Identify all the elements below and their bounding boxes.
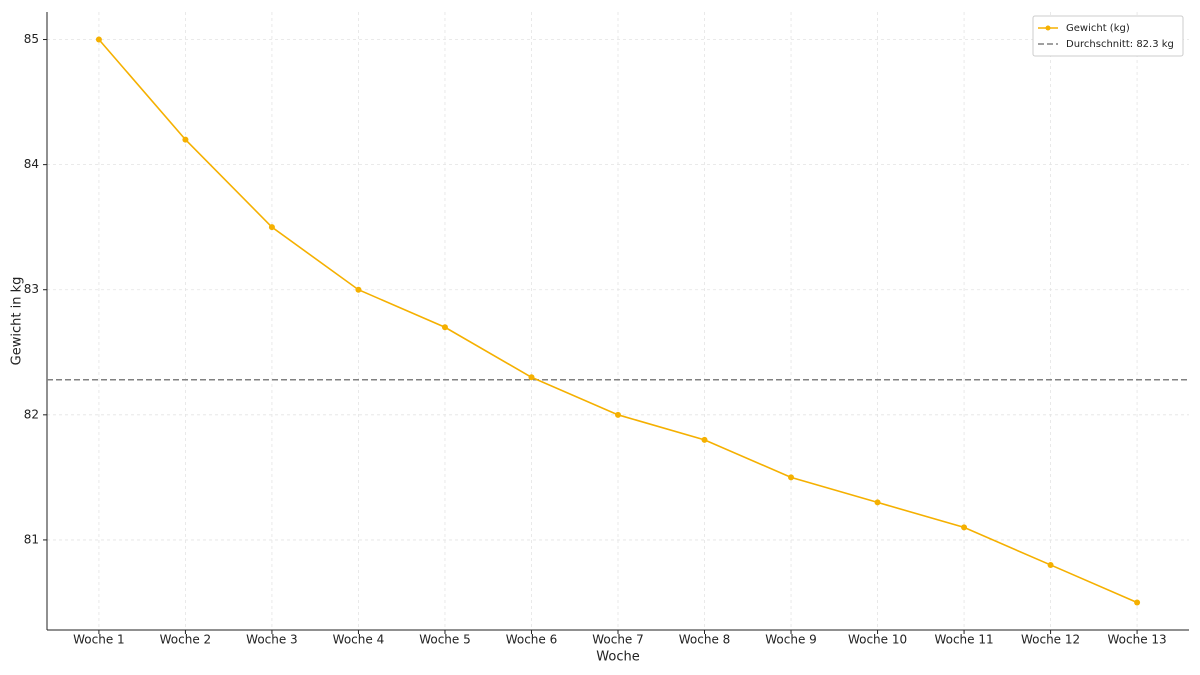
y-tick-label: 82 (24, 407, 39, 421)
y-tick-label: 81 (24, 532, 39, 546)
x-tick-label: Woche 1 (73, 633, 125, 647)
y-tick-label: 85 (24, 32, 39, 46)
x-tick-label: Woche 8 (679, 633, 731, 647)
x-tick-label: Woche 10 (848, 633, 907, 647)
data-point (874, 499, 881, 506)
y-tick-label: 83 (24, 282, 39, 296)
data-point (528, 374, 535, 381)
data-point (95, 36, 102, 43)
data-point (268, 224, 275, 231)
x-axis-label: Woche (596, 650, 639, 665)
x-tick-label: Woche 7 (592, 633, 644, 647)
data-point (441, 324, 448, 331)
data-point (182, 136, 189, 143)
y-tick-label: 84 (24, 157, 39, 171)
x-tick-label: Woche 11 (934, 633, 993, 647)
x-tick-label: Woche 9 (765, 633, 817, 647)
data-point (355, 286, 362, 293)
x-tick-label: Woche 2 (160, 633, 212, 647)
x-tick-label: Woche 12 (1021, 633, 1080, 647)
legend-label: Durchschnitt: 82.3 kg (1066, 39, 1174, 50)
y-axis-label: Gewicht in kg (10, 277, 25, 366)
data-point (961, 524, 968, 531)
data-point (615, 411, 621, 418)
x-tick-label: Woche 6 (506, 633, 558, 647)
data-point (1134, 599, 1141, 606)
x-tick-label: Woche 13 (1107, 633, 1166, 647)
x-tick-label: Woche 4 (333, 633, 385, 647)
legend-marker (1045, 25, 1051, 31)
x-tick-label: Woche 5 (419, 633, 471, 647)
legend-label: Gewicht (kg) (1066, 23, 1130, 34)
data-point (701, 436, 708, 443)
legend-box (1032, 15, 1184, 57)
x-tick-label: Woche 3 (246, 633, 298, 647)
data-point (1047, 561, 1054, 568)
data-point (788, 474, 795, 481)
